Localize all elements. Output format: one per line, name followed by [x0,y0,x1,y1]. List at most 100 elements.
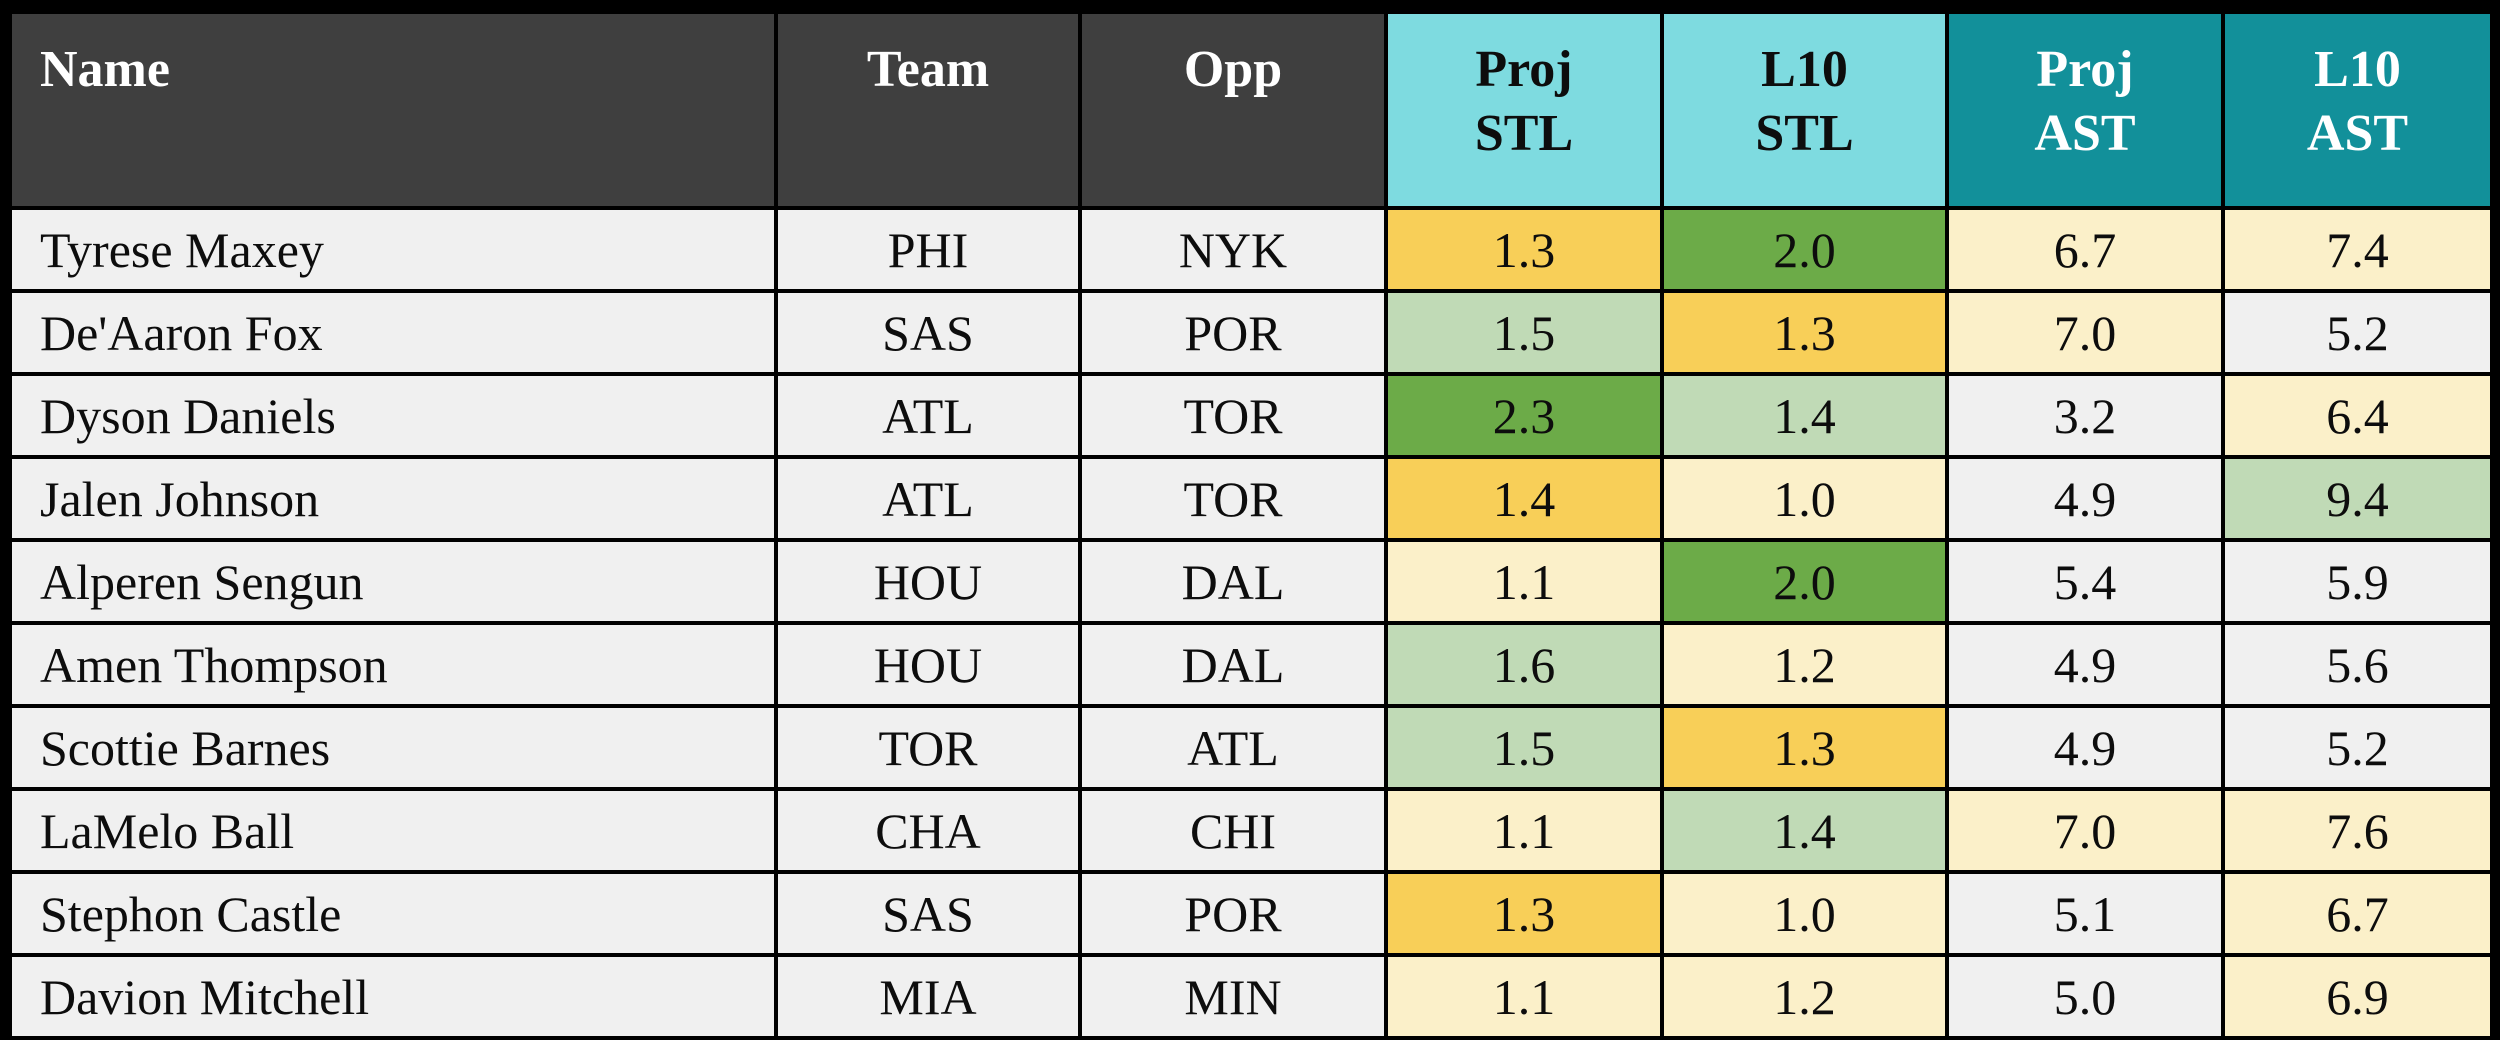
opp-cell: CHI [1078,787,1388,874]
player-name-cell: Jalen Johnson [8,455,778,542]
stat-cell-proj-stl: 1.1 [1384,787,1664,874]
stat-cell-proj-stl: 1.4 [1384,455,1664,542]
opp-cell: DAL [1078,621,1388,708]
stat-cell-proj-stl: 1.5 [1384,289,1664,376]
team-cell: CHA [774,787,1082,874]
stat-cell-proj-stl: 1.3 [1384,870,1664,957]
stat-cell-l10-stl: 1.0 [1660,455,1949,542]
stat-cell-l10-stl: 2.0 [1660,538,1949,625]
team-cell: TOR [774,704,1082,791]
stat-cell-l10-ast: 7.6 [2221,787,2494,874]
table-row: Scottie Barnes TOR ATL 1.5 1.3 4.9 5.2 [8,704,2494,791]
team-cell: ATL [774,455,1082,542]
table-row: Dyson Daniels ATL TOR 2.3 1.4 3.2 6.4 [8,372,2494,459]
team-cell: SAS [774,870,1082,957]
stat-cell-l10-ast: 5.9 [2221,538,2494,625]
column-header-label: STL [1755,105,1854,162]
column-header-label: L10 [1761,41,1848,98]
table-row: Tyrese Maxey PHI NYK 1.3 2.0 6.7 7.4 [8,206,2494,293]
player-stats-table: Name Team Opp Proj STL L10 STL Proj AST L10 AST Ty… [8,10,2494,1040]
column-header-proj-stl: Proj STL [1384,10,1664,210]
stat-cell-proj-ast: 4.9 [1945,455,2225,542]
team-cell: HOU [774,621,1082,708]
column-header-label: Name [40,41,170,98]
opp-cell: ATL [1078,704,1388,791]
team-cell: SAS [774,289,1082,376]
stat-cell-l10-ast: 5.2 [2221,289,2494,376]
player-name-cell: Amen Thompson [8,621,778,708]
table-body: Tyrese Maxey PHI NYK 1.3 2.0 6.7 7.4 De'Aaron F… [8,206,2494,1040]
stat-cell-l10-ast: 6.7 [2221,870,2494,957]
stat-cell-proj-ast: 5.4 [1945,538,2225,625]
team-cell: HOU [774,538,1082,625]
stats-table-container: Name Team Opp Proj STL L10 STL Proj AST L10 AST Ty… [8,10,2494,1040]
player-name-cell: Tyrese Maxey [8,206,778,293]
stat-cell-l10-ast: 5.6 [2221,621,2494,708]
player-name-cell: Dyson Daniels [8,372,778,459]
stat-cell-l10-stl: 1.4 [1660,787,1949,874]
stat-cell-proj-stl: 1.5 [1384,704,1664,791]
stat-cell-l10-stl: 1.2 [1660,953,1949,1040]
opp-cell: POR [1078,870,1388,957]
stat-cell-l10-stl: 1.0 [1660,870,1949,957]
opp-cell: TOR [1078,372,1388,459]
team-cell: MIA [774,953,1082,1040]
column-header-proj-ast: Proj AST [1945,10,2225,210]
stat-cell-proj-stl: 2.3 [1384,372,1664,459]
player-name-cell: Scottie Barnes [8,704,778,791]
stat-cell-proj-ast: 7.0 [1945,289,2225,376]
stat-cell-proj-ast: 6.7 [1945,206,2225,293]
opp-cell: NYK [1078,206,1388,293]
column-header-label: Opp [1183,41,1283,98]
stat-cell-l10-stl: 1.3 [1660,704,1949,791]
opp-cell: DAL [1078,538,1388,625]
player-name-cell: LaMelo Ball [8,787,778,874]
player-name-cell: De'Aaron Fox [8,289,778,376]
stat-cell-l10-ast: 7.4 [2221,206,2494,293]
stat-cell-proj-ast: 4.9 [1945,704,2225,791]
column-header-label: Proj [2036,41,2134,98]
table-row: Davion Mitchell MIA MIN 1.1 1.2 5.0 6.9 [8,953,2494,1040]
stat-cell-l10-stl: 1.2 [1660,621,1949,708]
column-header-l10-stl: L10 STL [1660,10,1949,210]
stat-cell-proj-stl: 1.6 [1384,621,1664,708]
stat-cell-l10-ast: 9.4 [2221,455,2494,542]
stat-cell-l10-stl: 2.0 [1660,206,1949,293]
stat-cell-proj-stl: 1.1 [1384,538,1664,625]
column-header-name: Name [8,10,778,210]
stat-cell-proj-ast: 5.0 [1945,953,2225,1040]
stat-cell-proj-ast: 7.0 [1945,787,2225,874]
table-row: Stephon Castle SAS POR 1.3 1.0 5.1 6.7 [8,870,2494,957]
table-row: De'Aaron Fox SAS POR 1.5 1.3 7.0 5.2 [8,289,2494,376]
stat-cell-proj-ast: 3.2 [1945,372,2225,459]
stat-cell-proj-ast: 5.1 [1945,870,2225,957]
stat-cell-l10-ast: 6.4 [2221,372,2494,459]
table-row: Amen Thompson HOU DAL 1.6 1.2 4.9 5.6 [8,621,2494,708]
opp-cell: TOR [1078,455,1388,542]
column-header-label: AST [2306,105,2409,162]
stat-cell-l10-stl: 1.3 [1660,289,1949,376]
table-row: Jalen Johnson ATL TOR 1.4 1.0 4.9 9.4 [8,455,2494,542]
column-header-label: Team [866,41,990,98]
opp-cell: MIN [1078,953,1388,1040]
table-row: Alperen Sengun HOU DAL 1.1 2.0 5.4 5.9 [8,538,2494,625]
player-name-cell: Davion Mitchell [8,953,778,1040]
stat-cell-l10-ast: 5.2 [2221,704,2494,791]
column-header-opp: Opp [1078,10,1388,210]
opp-cell: POR [1078,289,1388,376]
team-cell: ATL [774,372,1082,459]
team-cell: PHI [774,206,1082,293]
column-header-l10-ast: L10 AST [2221,10,2494,210]
column-header-team: Team [774,10,1082,210]
column-header-label: STL [1474,105,1574,162]
column-header-label: L10 [2314,41,2401,98]
column-header-label: AST [2034,105,2136,162]
player-name-cell: Alperen Sengun [8,538,778,625]
stat-cell-l10-ast: 6.9 [2221,953,2494,1040]
player-name-cell: Stephon Castle [8,870,778,957]
stat-cell-proj-ast: 4.9 [1945,621,2225,708]
stat-cell-l10-stl: 1.4 [1660,372,1949,459]
stat-cell-proj-stl: 1.3 [1384,206,1664,293]
stat-cell-proj-stl: 1.1 [1384,953,1664,1040]
column-header-label: Proj [1475,41,1573,98]
